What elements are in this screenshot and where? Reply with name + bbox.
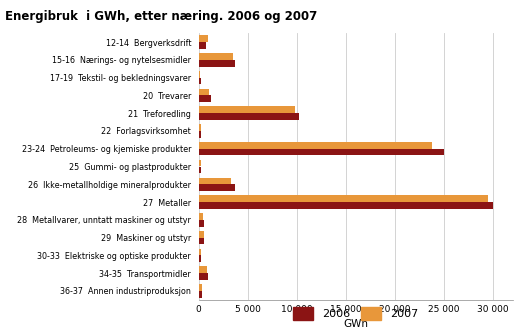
Bar — [199, 35, 208, 42]
Bar — [199, 231, 203, 237]
Bar — [199, 213, 203, 220]
Bar — [199, 53, 233, 60]
Bar — [199, 202, 493, 209]
Bar — [199, 71, 200, 78]
Bar — [199, 266, 207, 273]
Bar — [199, 237, 204, 244]
Bar — [199, 273, 208, 280]
Bar — [199, 124, 201, 131]
Bar — [199, 78, 200, 85]
Bar — [199, 184, 235, 191]
Bar — [199, 149, 444, 156]
Legend: 2006, 2007: 2006, 2007 — [289, 302, 423, 324]
Bar — [199, 195, 488, 202]
X-axis label: GWh: GWh — [343, 319, 368, 329]
Bar — [199, 248, 201, 255]
Bar — [199, 220, 203, 226]
Bar — [199, 131, 201, 138]
Bar — [199, 291, 202, 298]
Bar — [199, 160, 201, 166]
Bar — [199, 142, 432, 149]
Bar — [199, 96, 210, 102]
Text: Energibruk  i GWh, etter næring. 2006 og 2007: Energibruk i GWh, etter næring. 2006 og … — [5, 10, 317, 23]
Bar — [199, 177, 231, 184]
Bar — [199, 42, 206, 49]
Bar — [199, 60, 235, 67]
Bar — [199, 284, 202, 291]
Bar — [199, 107, 295, 113]
Bar — [199, 113, 299, 120]
Bar — [199, 89, 209, 96]
Bar — [199, 166, 201, 173]
Bar — [199, 255, 201, 262]
